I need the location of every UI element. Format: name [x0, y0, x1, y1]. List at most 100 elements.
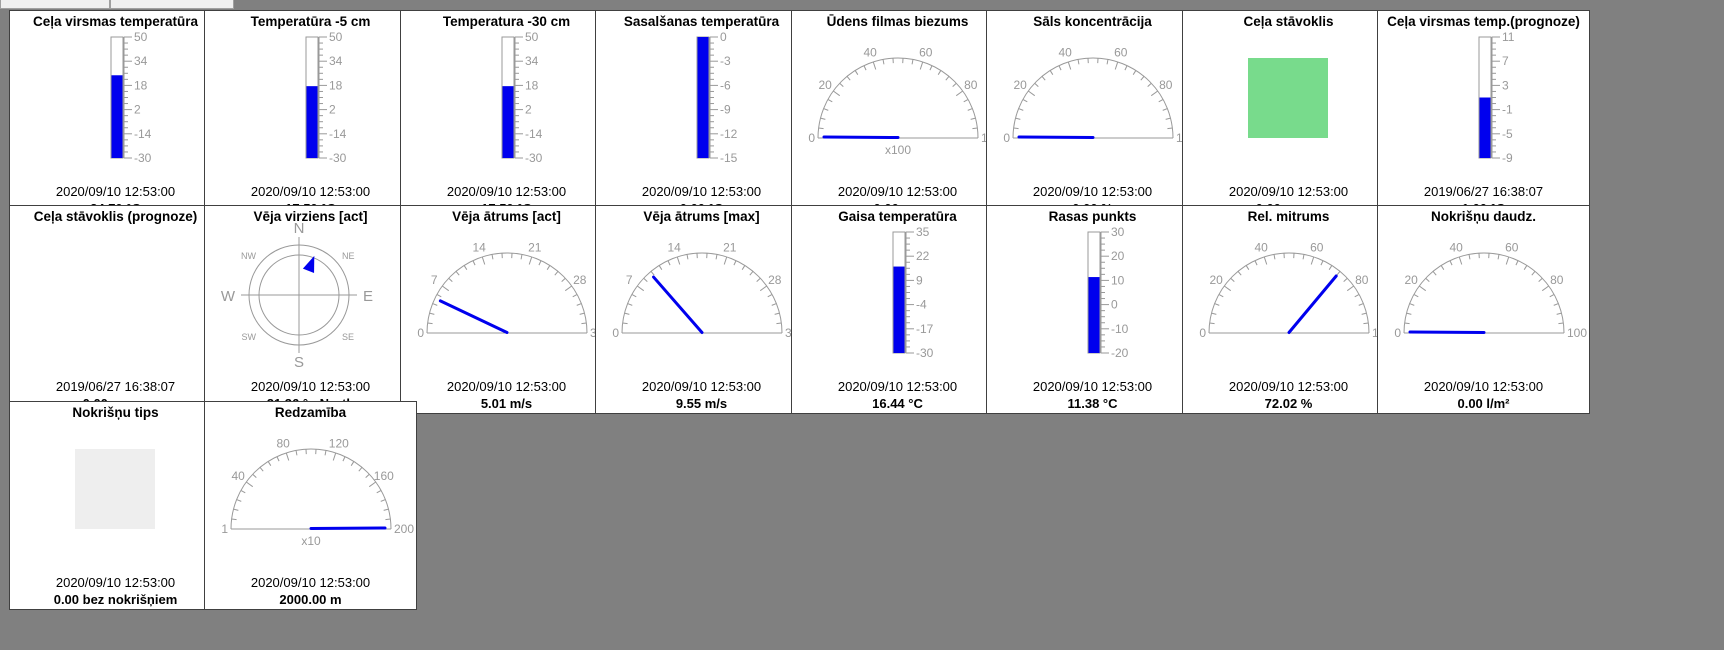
panel-timestamp: 2020/09/10 12:53:00: [1228, 184, 1349, 199]
tab-1[interactable]: [0, 0, 110, 9]
panel-title: Ceļa virsmas temperatūra: [32, 14, 199, 29]
gauge-tick: [759, 285, 768, 292]
panel-timestamp: 2020/09/10 12:53:00: [55, 575, 176, 590]
gauge-tick: [832, 90, 841, 97]
gauge-tick: [945, 76, 950, 81]
gauge-tick: [756, 277, 761, 283]
gauge-tick: [972, 127, 978, 130]
panel-title: Redzamība: [274, 405, 347, 420]
thermometer-bar: [697, 37, 709, 158]
gauge-tick-label: 120: [329, 436, 349, 450]
gauge-tick: [240, 490, 246, 494]
gauge-tick-label: 7: [626, 273, 633, 287]
sensor-panel-freezing-temp[interactable]: Sasalšanas temperatūra 0 -3 -6 -9 -12 -15 2020/…: [595, 10, 808, 219]
thermometer-tick-label: -30: [916, 346, 934, 360]
thermometer-tick-label: 18: [134, 78, 148, 92]
gauge-tick: [365, 473, 370, 479]
panel-title: Ceļa stāvoklis: [1243, 14, 1334, 29]
sensor-panel-precip-type[interactable]: Nokrišņu tips 2020/09/10 12:53:00 0.00 bez…: [9, 401, 222, 610]
thermometer-tick-label: 50: [329, 30, 343, 44]
gauge-tick: [576, 303, 582, 306]
gauge-tick-label: 28: [573, 273, 587, 287]
panel-title: Nokrišņu tips: [72, 405, 159, 420]
panel-timestamp: 2020/09/10 12:53:00: [1032, 184, 1153, 199]
thermometer-tick-label: -14: [525, 127, 543, 141]
tab-strip: [0, 0, 1724, 10]
gauge-tick-label: 60: [1114, 45, 1128, 59]
gauge-tick: [631, 294, 637, 298]
sensor-panel-air-temp[interactable]: Gaisa temperatūra 35 22 9 -4 -17 -30 2020/09/10…: [791, 205, 1004, 414]
thermometer-tick-label: -15: [720, 151, 738, 165]
compass-label-sw: SW: [242, 332, 257, 342]
panel-timestamp: 2020/09/10 12:53:00: [446, 379, 567, 394]
gauge-tick: [455, 271, 460, 276]
gauge-tick: [1531, 271, 1536, 276]
gauge-tick: [561, 277, 566, 283]
thermometer-tick-label: 11: [1502, 30, 1515, 44]
sensor-panel-visibility[interactable]: Redzamība 1 40 80 120 160 200 x10 2020/09/10 12:…: [204, 401, 417, 610]
gauge-tick: [774, 312, 780, 315]
compass-label-n: N: [294, 220, 305, 237]
sensor-panel-salt-concentration[interactable]: Sāls koncentrācija0204060801002020/09/10…: [986, 10, 1199, 219]
sensor-panel-temp-30cm[interactable]: Temperatura -30 cm 50 34 18 2 -14 -30 2020/09/1…: [400, 10, 613, 219]
gauge-tick: [771, 303, 777, 306]
sensor-panel-road-state-forecast[interactable]: Ceļa stāvoklis (prognoze) 2019/06/27 16:3…: [9, 205, 222, 414]
gauge-tick: [1132, 70, 1137, 75]
thermometer-tick-label: -9: [720, 103, 731, 117]
thermometer-tick-label: -17: [916, 322, 934, 336]
gauge-tick: [733, 260, 737, 266]
sensor-panel-road-surface-temp[interactable]: Ceļa virsmas temperatūra 50 34 18 2 -14 -30 202…: [9, 10, 222, 219]
thermometer-tick-label: -4: [916, 298, 927, 312]
gauge-tick: [368, 481, 377, 488]
sensor-panel-water-film[interactable]: Ūdens filmas biezums020406080100x1002020…: [791, 10, 1004, 219]
compass-label-nw: NW: [241, 251, 256, 261]
tab-2[interactable]: [110, 0, 234, 9]
gauge-tick: [1497, 254, 1500, 260]
gauge-tick: [1214, 303, 1220, 306]
thermometer-tick-label: 0: [720, 30, 727, 44]
thermometer-tick-label: -14: [329, 127, 347, 141]
thermometer-visual: 0 -3 -6 -9 -12 -15: [696, 30, 738, 165]
gauge-tick: [911, 59, 914, 65]
panel-timestamp: 2020/09/10 12:53:00: [837, 184, 958, 199]
sensor-panel-wind-speed-max[interactable]: Vēja ātrums [max]07142128352020/09/10 12…: [595, 205, 808, 414]
gauge-tick: [636, 285, 645, 292]
sensor-panel-temp-5cm[interactable]: Temperatūra -5 cm 50 34 18 2 -14 -30 2020/09/10…: [204, 10, 417, 219]
gauge-tick: [358, 467, 363, 472]
sensor-panel-wind-direction[interactable]: Vēja virziens [act] N S E W NE NW SE SW 2020/09/1…: [204, 205, 417, 414]
gauge-tick: [1418, 285, 1427, 292]
gauge-tick: [572, 294, 578, 298]
thermometer-bar: [893, 266, 905, 353]
thermometer-tick-label: 34: [134, 54, 148, 68]
panel-title: Gaisa temperatūra: [838, 209, 957, 224]
gauge-tick: [823, 108, 829, 111]
gauge-tick: [259, 467, 264, 472]
gauge-visual: 1 40 80 120 160 200 x10: [221, 436, 414, 548]
thermometer-tick-label: -3: [720, 54, 731, 68]
thermometer-tick-label: 10: [1111, 273, 1125, 287]
gauge-tick: [231, 518, 237, 521]
sensor-panel-precip-amount[interactable]: Nokrišņu daudz. 0 20 40 60 80 100 2020/09/10 12…: [1377, 205, 1590, 414]
gauge-tick: [350, 461, 355, 466]
sensor-panel-rel-humidity[interactable]: Rel. mitrums0204060801002020/09/10 12:53…: [1182, 205, 1395, 414]
gauge-tick: [245, 481, 254, 488]
gauge-tick: [1162, 108, 1168, 111]
sensor-panel-dew-point[interactable]: Rasas punkts 30 20 10 0 -10 -20 2020/09/10 12:5…: [986, 205, 1199, 414]
sensor-panel-wind-speed-act[interactable]: Vēja ātrums [act]07142128352020/09/10 12…: [400, 205, 613, 414]
gauge-tick: [1237, 271, 1242, 276]
gauge-tick: [1449, 260, 1453, 266]
thermometer-tick-label: -10: [1111, 322, 1129, 336]
panel-title: Temperatura -30 cm: [442, 14, 571, 29]
gauge-tick: [481, 256, 486, 265]
gauge-tick-label: 20: [1014, 78, 1028, 92]
panel-timestamp: 2020/09/10 12:53:00: [55, 184, 176, 199]
thermometer-tick-label: 9: [916, 273, 923, 287]
gauge-tick: [1343, 277, 1348, 283]
sensor-panel-road-surface-temp-forecast[interactable]: Ceļa virsmas temp.(prognoze) 11 7 3 -1 -5 -9 20…: [1377, 10, 1590, 219]
gauge-tick: [1158, 99, 1164, 103]
gauge-tick: [383, 508, 389, 511]
gauge-tick-label: 0: [1003, 131, 1010, 145]
gauge-tick-label: 0: [1199, 326, 1206, 340]
gauge-tick: [622, 322, 628, 325]
